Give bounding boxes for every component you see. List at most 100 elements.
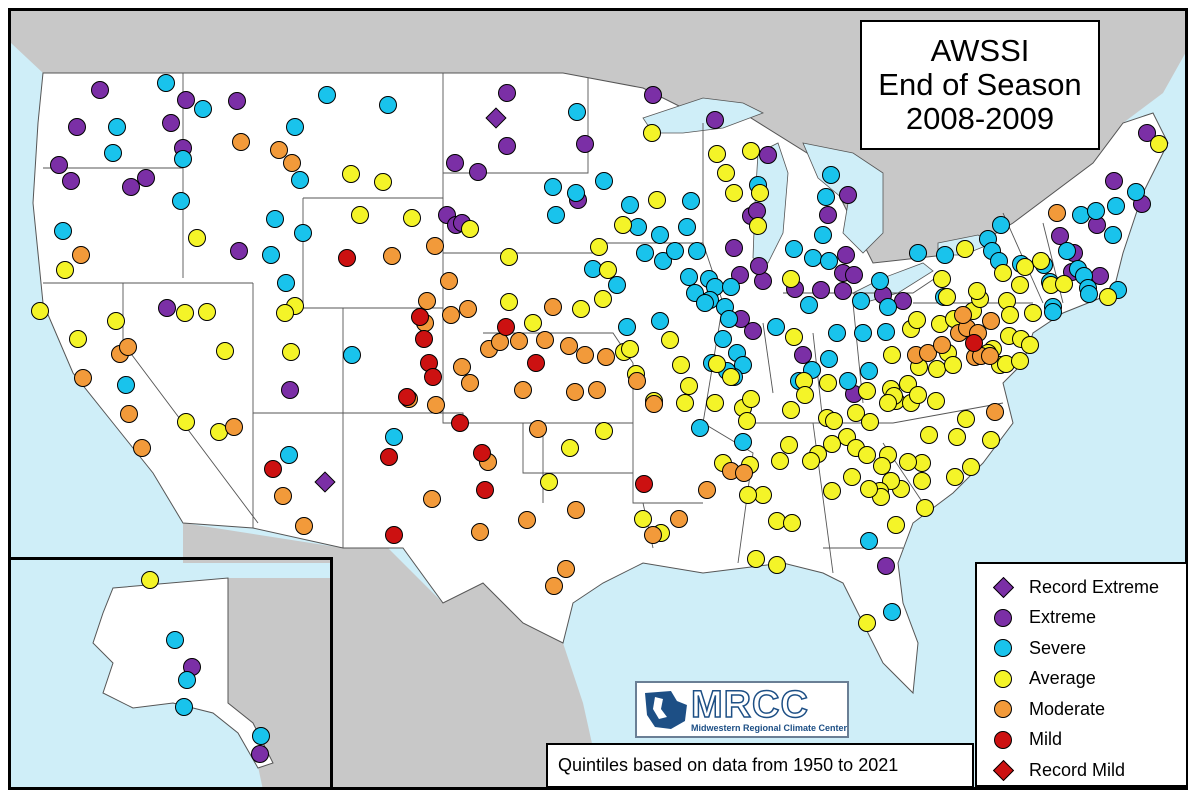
- mild-station-marker: [473, 444, 491, 462]
- severe-station-marker: [568, 103, 586, 121]
- extreme-station-marker: [812, 281, 830, 299]
- severe-station-marker: [839, 372, 857, 390]
- extreme-station-marker: [228, 92, 246, 110]
- severe-station-marker: [651, 226, 669, 244]
- severe-station-marker: [852, 292, 870, 310]
- average-station-marker: [676, 394, 694, 412]
- average-station-marker: [738, 412, 756, 430]
- average-station-marker: [948, 428, 966, 446]
- severe-station-marker: [722, 278, 740, 296]
- average-station-marker: [909, 386, 927, 404]
- extreme-station-marker: [498, 84, 516, 102]
- mild-circle-icon: [994, 730, 1012, 749]
- severe-station-marker: [1104, 226, 1122, 244]
- mild-station-marker: [424, 368, 442, 386]
- severe-station-marker: [1080, 285, 1098, 303]
- mild-station-marker: [476, 481, 494, 499]
- logo-text: MRCC: [690, 683, 809, 726]
- legend-item-record-extreme: Record Extreme: [977, 572, 1186, 603]
- legend: Record Extreme Extreme Severe Average Mo…: [975, 562, 1188, 787]
- severe-station-marker: [547, 206, 565, 224]
- extreme-station-marker: [1105, 172, 1123, 190]
- average-station-marker: [858, 382, 876, 400]
- severe-station-marker: [822, 166, 840, 184]
- moderate-station-marker: [418, 292, 436, 310]
- mrcc-logo: MRCC Midwestern Regional Climate Center: [635, 681, 849, 738]
- average-station-marker: [276, 304, 294, 322]
- average-station-marker: [1016, 258, 1034, 276]
- severe-station-marker: [682, 192, 700, 210]
- extreme-station-marker: [177, 91, 195, 109]
- severe-station-marker: [651, 312, 669, 330]
- average-station-marker: [933, 270, 951, 288]
- average-station-marker: [374, 173, 392, 191]
- average-station-marker: [742, 142, 760, 160]
- moderate-station-marker: [670, 510, 688, 528]
- logo-subtitle: Midwestern Regional Climate Center: [690, 722, 847, 733]
- moderate-station-marker: [225, 418, 243, 436]
- mild-station-marker: [965, 334, 983, 352]
- moderate-station-marker: [383, 247, 401, 265]
- legend-item-average: Average: [977, 664, 1186, 695]
- average-station-marker: [782, 270, 800, 288]
- severe-station-marker: [767, 318, 785, 336]
- extreme-station-marker: [845, 266, 863, 284]
- average-station-marker: [751, 184, 769, 202]
- moderate-station-marker: [735, 464, 753, 482]
- average-station-marker: [802, 452, 820, 470]
- moderate-station-marker: [588, 381, 606, 399]
- mild-station-marker: [398, 388, 416, 406]
- average-station-marker: [747, 550, 765, 568]
- moderate-station-marker: [536, 331, 554, 349]
- average-station-marker: [879, 394, 897, 412]
- station-markers: [31, 74, 1168, 763]
- severe-station-marker: [584, 260, 602, 278]
- severe-station-marker: [785, 240, 803, 258]
- extreme-station-marker: [251, 745, 269, 763]
- severe-station-marker: [860, 532, 878, 550]
- severe-station-marker: [172, 192, 190, 210]
- average-station-marker: [706, 394, 724, 412]
- moderate-station-marker: [459, 300, 477, 318]
- mild-station-marker: [338, 249, 356, 267]
- average-station-marker: [861, 413, 879, 431]
- moderate-station-marker: [119, 338, 137, 356]
- mild-station-marker: [527, 354, 545, 372]
- severe-station-marker: [174, 150, 192, 168]
- average-station-marker: [823, 435, 841, 453]
- extreme-station-marker: [794, 346, 812, 364]
- average-station-marker: [282, 343, 300, 361]
- moderate-station-marker: [567, 501, 585, 519]
- average-circle-icon: [994, 669, 1012, 688]
- record-extreme-station-marker: [485, 107, 507, 129]
- extreme-station-marker: [158, 299, 176, 317]
- extreme-circle-icon: [994, 608, 1012, 627]
- severe-station-marker: [318, 86, 336, 104]
- extreme-station-marker: [91, 81, 109, 99]
- moderate-station-marker: [274, 487, 292, 505]
- average-station-marker: [956, 240, 974, 258]
- severe-station-marker: [666, 242, 684, 260]
- moderate-station-marker: [986, 403, 1004, 421]
- severe-station-marker: [909, 244, 927, 262]
- extreme-station-marker: [137, 169, 155, 187]
- average-station-marker: [1011, 352, 1029, 370]
- average-station-marker: [819, 374, 837, 392]
- severe-station-marker: [54, 222, 72, 240]
- average-station-marker: [614, 216, 632, 234]
- severe-station-marker: [992, 216, 1010, 234]
- legend-label: Average: [1029, 668, 1096, 689]
- legend-item-record-mild: Record Mild: [977, 755, 1186, 786]
- average-station-marker: [708, 145, 726, 163]
- extreme-station-marker: [122, 178, 140, 196]
- severe-station-marker: [877, 323, 895, 341]
- moderate-station-marker: [1048, 204, 1066, 222]
- moderate-station-marker: [518, 511, 536, 529]
- record-extreme-diamond-icon: [992, 576, 1014, 598]
- severe-station-marker: [696, 294, 714, 312]
- legend-label: Record Mild: [1029, 759, 1126, 780]
- average-station-marker: [957, 410, 975, 428]
- legend-label: Extreme: [1029, 607, 1097, 628]
- average-station-marker: [198, 303, 216, 321]
- legend-item-severe: Severe: [977, 633, 1186, 664]
